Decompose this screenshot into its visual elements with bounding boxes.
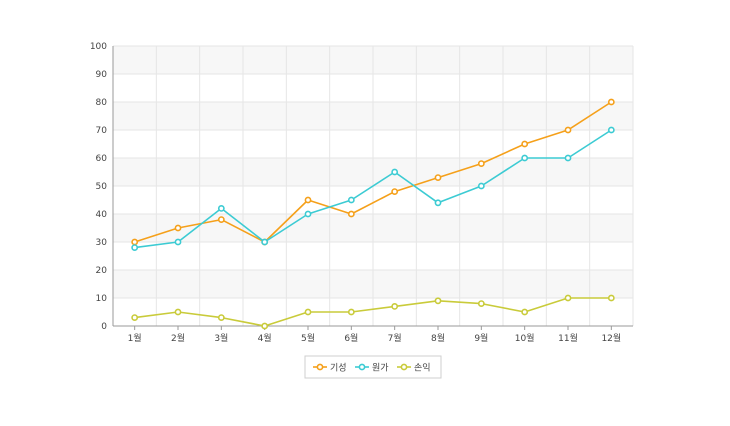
y-tick-label: 50 xyxy=(96,182,108,192)
data-point[interactable] xyxy=(261,238,269,246)
x-tick-label: 5월 xyxy=(301,332,315,344)
x-axis-ticks: 1월 2월 3월 4월 5월 6월 7월 8월 9월 10월 11월 12월 xyxy=(128,326,621,344)
series-line xyxy=(134,129,612,249)
y-tick-label: 70 xyxy=(96,126,108,136)
legend-item-1[interactable]: 기성 xyxy=(313,363,347,374)
data-point[interactable] xyxy=(174,224,182,232)
series-2 xyxy=(131,126,615,251)
series-3 xyxy=(131,294,615,330)
data-point[interactable] xyxy=(477,300,485,307)
data-point[interactable] xyxy=(217,314,225,321)
data-point[interactable] xyxy=(131,238,139,246)
x-tick-label: 8월 xyxy=(431,332,445,344)
series-1 xyxy=(131,98,615,246)
y-axis-ticks: 0 10 20 30 40 50 60 70 80 90 100 xyxy=(90,42,107,332)
legend-box xyxy=(304,355,442,379)
data-point[interactable] xyxy=(434,297,442,305)
data-point[interactable] xyxy=(391,302,399,310)
data-point[interactable] xyxy=(347,196,355,204)
legend-marker-icon xyxy=(400,363,408,371)
legend-marker-icon xyxy=(358,363,366,371)
y-tick-label: 20 xyxy=(96,266,108,276)
data-point[interactable] xyxy=(607,126,615,134)
data-point[interactable] xyxy=(434,199,442,207)
series-line xyxy=(134,297,612,327)
data-point[interactable] xyxy=(391,168,399,176)
data-point[interactable] xyxy=(391,188,399,195)
data-point[interactable] xyxy=(347,210,355,218)
data-point[interactable] xyxy=(607,294,615,302)
data-point[interactable] xyxy=(521,154,529,162)
y-tick-label: 10 xyxy=(96,294,108,304)
x-tick-label: 2월 xyxy=(171,332,185,344)
y-tick-label: 30 xyxy=(96,238,108,248)
data-point[interactable] xyxy=(217,204,225,212)
axes xyxy=(112,46,633,327)
x-tick-label: 7월 xyxy=(388,332,402,344)
data-point[interactable] xyxy=(131,244,139,251)
x-tick-label: 6월 xyxy=(344,332,358,344)
data-point[interactable] xyxy=(174,238,182,246)
legend-label: 손익 xyxy=(414,362,431,374)
y-tick-label: 60 xyxy=(96,154,108,164)
legend-label: 기성 xyxy=(330,363,347,374)
data-point[interactable] xyxy=(477,160,485,167)
y-tick-label: 90 xyxy=(96,70,108,80)
data-point[interactable] xyxy=(347,308,355,316)
data-point[interactable] xyxy=(477,182,485,190)
data-point[interactable] xyxy=(174,308,182,316)
x-tick-label: 12월 xyxy=(601,332,621,344)
y-tick-label: 40 xyxy=(96,210,108,220)
data-point[interactable] xyxy=(261,322,269,330)
data-point[interactable] xyxy=(607,98,615,106)
x-tick-label: 10월 xyxy=(515,332,535,344)
data-point[interactable] xyxy=(131,314,139,321)
x-tick-label: 3월 xyxy=(214,332,228,344)
y-tick-label: 0 xyxy=(101,322,107,332)
data-point[interactable] xyxy=(304,210,312,218)
data-point[interactable] xyxy=(564,126,572,134)
x-tick-label: 9월 xyxy=(474,332,488,344)
data-point[interactable] xyxy=(564,154,572,162)
data-point[interactable] xyxy=(521,308,529,316)
x-tick-label: 4월 xyxy=(258,332,272,344)
legend[interactable]: 기성 원가 손익 xyxy=(304,355,442,379)
data-point[interactable] xyxy=(304,308,312,316)
legend-label: 원가 xyxy=(372,363,389,374)
y-tick-label: 80 xyxy=(96,98,108,108)
data-point[interactable] xyxy=(217,216,225,223)
series-line xyxy=(134,101,612,243)
x-tick-label: 11월 xyxy=(558,332,578,344)
data-point[interactable] xyxy=(434,174,442,181)
y-tick-label: 100 xyxy=(90,42,107,52)
legend-item-3[interactable]: 손익 xyxy=(397,362,431,374)
data-point[interactable] xyxy=(304,196,312,204)
x-tick-label: 1월 xyxy=(128,332,142,344)
series-layer xyxy=(131,98,615,330)
legend-marker-icon xyxy=(316,363,324,371)
data-point[interactable] xyxy=(564,294,572,302)
legend-item-2[interactable]: 원가 xyxy=(355,363,389,374)
data-point[interactable] xyxy=(521,140,529,148)
